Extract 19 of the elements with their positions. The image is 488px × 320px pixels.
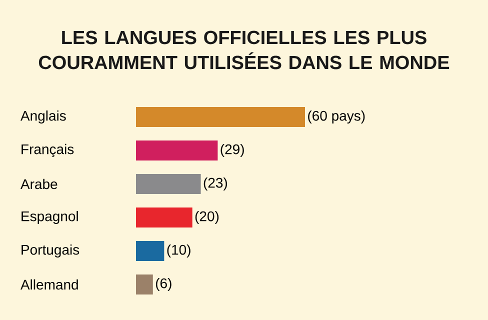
data-label: (6)	[156, 278, 172, 292]
y-tick-label: Allemand	[20, 279, 78, 290]
bar	[136, 240, 164, 261]
y-tick-label: Français	[22, 144, 74, 158]
y-tick-label: Arabe	[20, 178, 58, 190]
bar	[136, 174, 201, 194]
data-label: (29)	[220, 144, 244, 158]
bar	[136, 274, 153, 294]
chart-title: LES LANGUES OFFICIELLES LES PLUS COURAMMENT UTILISÉES DANS LE MONDE	[38, 30, 450, 70]
bar	[136, 207, 192, 228]
y-tick-label: Espagnol	[22, 210, 78, 224]
data-label: (20)	[195, 210, 219, 224]
data-label: (60 pays)	[308, 110, 365, 124]
y-tick-label: Portugais	[22, 244, 80, 258]
bar	[136, 140, 218, 160]
data-label: (10)	[167, 244, 190, 258]
y-tick-label: Anglais	[20, 110, 66, 124]
bar	[136, 107, 306, 127]
data-label: (23)	[204, 177, 228, 191]
